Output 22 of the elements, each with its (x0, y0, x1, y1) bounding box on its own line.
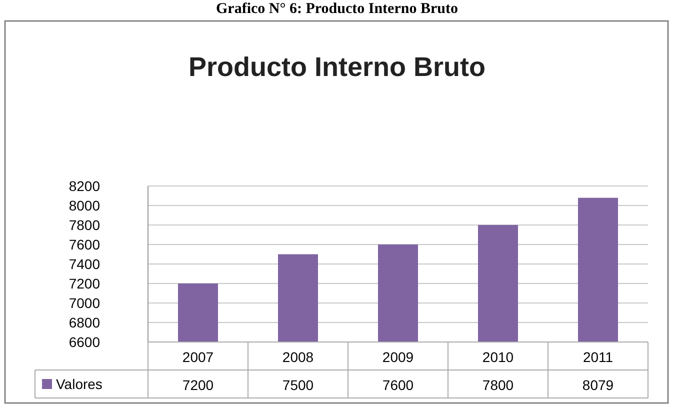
data-label: 7500 (282, 377, 314, 393)
x-tick-label: 2008 (282, 349, 314, 365)
data-label: 7200 (182, 377, 214, 393)
y-tick-label: 7800 (68, 217, 100, 233)
y-tick-label: 7600 (68, 236, 100, 252)
x-tick-label: 2010 (482, 349, 514, 365)
data-label: 7600 (382, 377, 414, 393)
x-tick-label: 2007 (182, 349, 214, 365)
y-tick-label: 8000 (68, 198, 100, 214)
y-tick-label: 7000 (68, 295, 100, 311)
x-tick-label: 2009 (382, 349, 414, 365)
y-tick-label: 6800 (68, 314, 100, 330)
data-label: 7800 (482, 377, 514, 393)
y-tick-label: 8200 (68, 178, 100, 194)
y-tick-label: 7200 (68, 276, 100, 292)
chart-title: Producto Interno Bruto (188, 52, 486, 82)
y-tick-label: 6600 (68, 334, 100, 350)
legend-label: Valores (56, 376, 102, 392)
y-tick-label: 7400 (68, 256, 100, 272)
text: Grafico N° 6: Producto Interno Bruto (216, 1, 458, 17)
x-tick-label: 2011 (582, 349, 614, 365)
data-label: 8079 (582, 377, 614, 393)
